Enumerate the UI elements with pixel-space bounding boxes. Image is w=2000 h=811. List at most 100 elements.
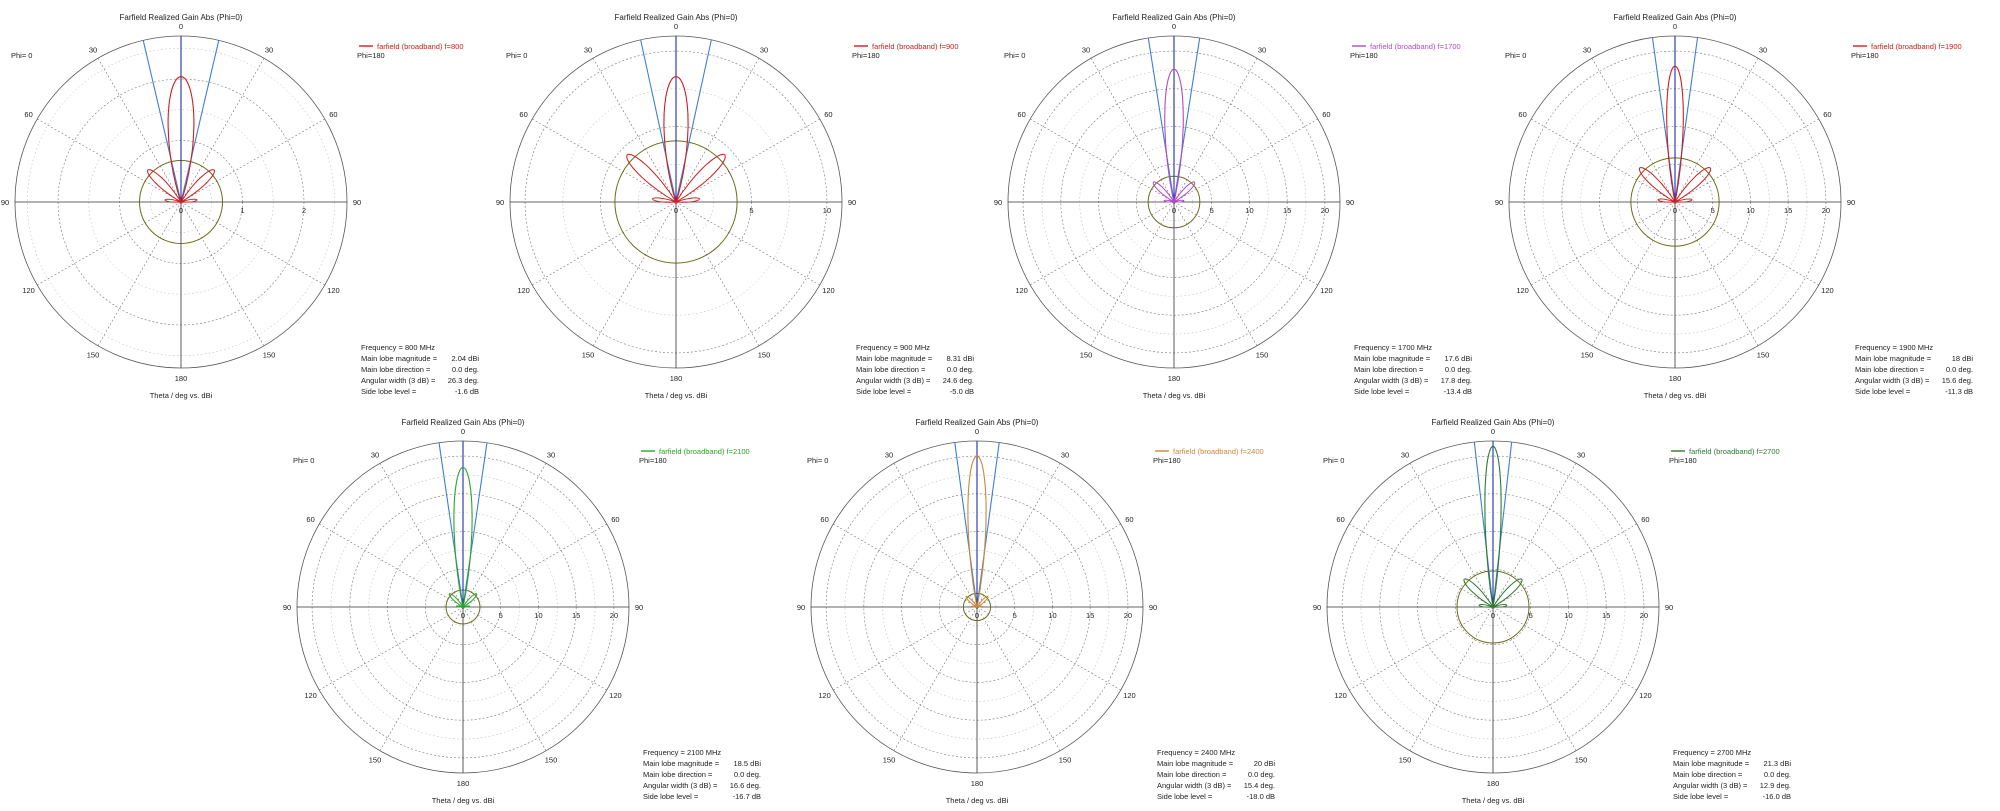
main-lobe-curve — [663, 76, 689, 204]
angle-label: 120 — [1821, 286, 1834, 295]
info-frequency: Frequency = 2100 MHz — [643, 748, 721, 757]
spoke-line — [893, 463, 978, 608]
main-lobe-curve — [1666, 65, 1684, 203]
angle-label: 0 — [674, 22, 678, 31]
spoke-line — [1409, 463, 1494, 608]
legend-label: farfield (broadband) f=1900 — [1871, 42, 1962, 51]
info-main-lobe-direction-label: Main lobe direction = — [1157, 770, 1227, 779]
info-main-lobe-magnitude-value: 8.31 dBi — [946, 354, 974, 363]
info-main-lobe-direction-value: 0.0 deg. — [452, 365, 479, 374]
info-angular-width-value: 17.8 deg. — [1441, 376, 1472, 385]
radial-tick-label: 10 — [534, 611, 542, 620]
radial-tick-label: 20 — [1321, 206, 1329, 215]
back-lobe-curve — [455, 605, 464, 608]
angle-label: 90 — [496, 198, 504, 207]
spoke-line — [180, 118, 325, 203]
angle-label: 60 — [519, 110, 527, 119]
polar-chart-3: Farfield Realized Gain Abs (Phi=0)030609… — [994, 13, 1472, 400]
spoke-line — [1531, 118, 1676, 203]
info-side-lobe-level-label: Side lobe level = — [361, 387, 417, 396]
angle-label: 150 — [263, 350, 276, 359]
spoke-line — [1030, 118, 1175, 203]
back-lobe-curve — [651, 197, 677, 203]
info-main-lobe-magnitude-value: 20 dBi — [1254, 759, 1276, 768]
chart-title: Farfield Realized Gain Abs (Phi=0) — [1113, 13, 1236, 22]
angle-label: 60 — [1823, 110, 1831, 119]
info-side-lobe-level-label: Side lobe level = — [1354, 387, 1410, 396]
radial-tick-label: 10 — [823, 206, 831, 215]
info-angular-width-value: 12.9 deg. — [1760, 781, 1791, 790]
spoke-line — [1173, 118, 1318, 203]
phi-right-label: Phi=180 — [357, 51, 385, 60]
back-lobe-curve — [1657, 198, 1676, 203]
angle-label: 150 — [758, 350, 771, 359]
side-lobe-curve — [462, 593, 478, 608]
beam-width-line — [142, 40, 182, 203]
radial-tick-label: 5 — [1711, 206, 1715, 215]
radial-tick-label: 5 — [1210, 206, 1214, 215]
back-lobe-curve — [971, 605, 978, 608]
angle-label: 120 — [1123, 691, 1136, 700]
info-side-lobe-level-label: Side lobe level = — [1157, 792, 1213, 801]
radial-tick-label: 15 — [1283, 206, 1291, 215]
info-main-lobe-magnitude-label: Main lobe magnitude = — [643, 759, 720, 768]
angle-label: 150 — [1080, 350, 1093, 359]
x-axis-label: Theta / deg vs. dBi — [150, 391, 213, 400]
radial-tick-label: 20 — [1640, 611, 1648, 620]
info-side-lobe-level-value: -1.6 dB — [455, 387, 479, 396]
spoke-line — [462, 523, 607, 608]
angle-label: 120 — [822, 286, 835, 295]
angle-label: 120 — [1639, 691, 1652, 700]
angle-label: 30 — [760, 46, 768, 55]
angle-label: 90 — [635, 603, 643, 612]
back-lobe-curve — [180, 198, 198, 203]
info-main-lobe-direction-value: 0.0 deg. — [734, 770, 761, 779]
info-main-lobe-direction-label: Main lobe direction = — [643, 770, 713, 779]
phi-right-label: Phi=180 — [852, 51, 880, 60]
angle-label: 90 — [1495, 198, 1503, 207]
info-main-lobe-direction-value: 0.0 deg. — [947, 365, 974, 374]
angle-label: 30 — [1082, 46, 1090, 55]
angle-label: 90 — [1149, 603, 1157, 612]
radial-tick-label: 0 — [1673, 206, 1677, 215]
spoke-line — [1591, 58, 1676, 203]
radial-tick-label: 15 — [572, 611, 580, 620]
side-lobe-curve — [1463, 578, 1494, 608]
radial-tick-label: 10 — [1245, 206, 1253, 215]
info-side-lobe-level-value: -13.4 dB — [1444, 387, 1472, 396]
main-lobe-curve — [1484, 445, 1502, 608]
chart-title: Farfield Realized Gain Abs (Phi=0) — [615, 13, 738, 22]
info-frequency: Frequency = 800 MHz — [361, 343, 435, 352]
beam-width-line — [1492, 441, 1513, 608]
phi-right-label: Phi=180 — [639, 456, 667, 465]
side-lobe-curve — [1492, 578, 1523, 608]
main-lobe-curve — [167, 76, 195, 204]
beam-width-line — [954, 442, 978, 608]
phi-left-label: Phi= 0 — [1004, 51, 1025, 60]
angle-label: 150 — [1059, 755, 1072, 764]
main-lobe-curve — [1164, 68, 1184, 203]
side-lobe-curve — [1638, 166, 1676, 203]
angle-label: 150 — [1757, 350, 1770, 359]
spoke-line — [1173, 58, 1258, 203]
spoke-line — [1591, 201, 1676, 346]
radial-tick-label: 5 — [1013, 611, 1017, 620]
back-lobe-curve — [1163, 199, 1175, 203]
radial-tick-label: 0 — [179, 206, 183, 215]
info-angular-width-label: Angular width (3 dB) = — [1157, 781, 1232, 790]
angle-label: 90 — [994, 198, 1002, 207]
side-lobe-curve — [675, 153, 726, 203]
info-angular-width-value: 16.6 deg. — [730, 781, 761, 790]
info-angular-width-label: Angular width (3 dB) = — [361, 376, 436, 385]
angle-label: 150 — [369, 755, 382, 764]
info-main-lobe-magnitude-value: 18 dBi — [1952, 354, 1974, 363]
info-angular-width-label: Angular width (3 dB) = — [1855, 376, 1930, 385]
angle-label: 30 — [885, 451, 893, 460]
angle-label: 60 — [1336, 515, 1344, 524]
info-side-lobe-level-value: -18.0 dB — [1247, 792, 1275, 801]
spoke-line — [1492, 523, 1637, 608]
info-main-lobe-magnitude-label: Main lobe magnitude = — [1855, 354, 1932, 363]
angle-label: 150 — [883, 755, 896, 764]
polar-chart-4: Farfield Realized Gain Abs (Phi=0)030609… — [1495, 13, 1973, 400]
legend-label: farfield (broadband) f=2700 — [1689, 447, 1780, 456]
